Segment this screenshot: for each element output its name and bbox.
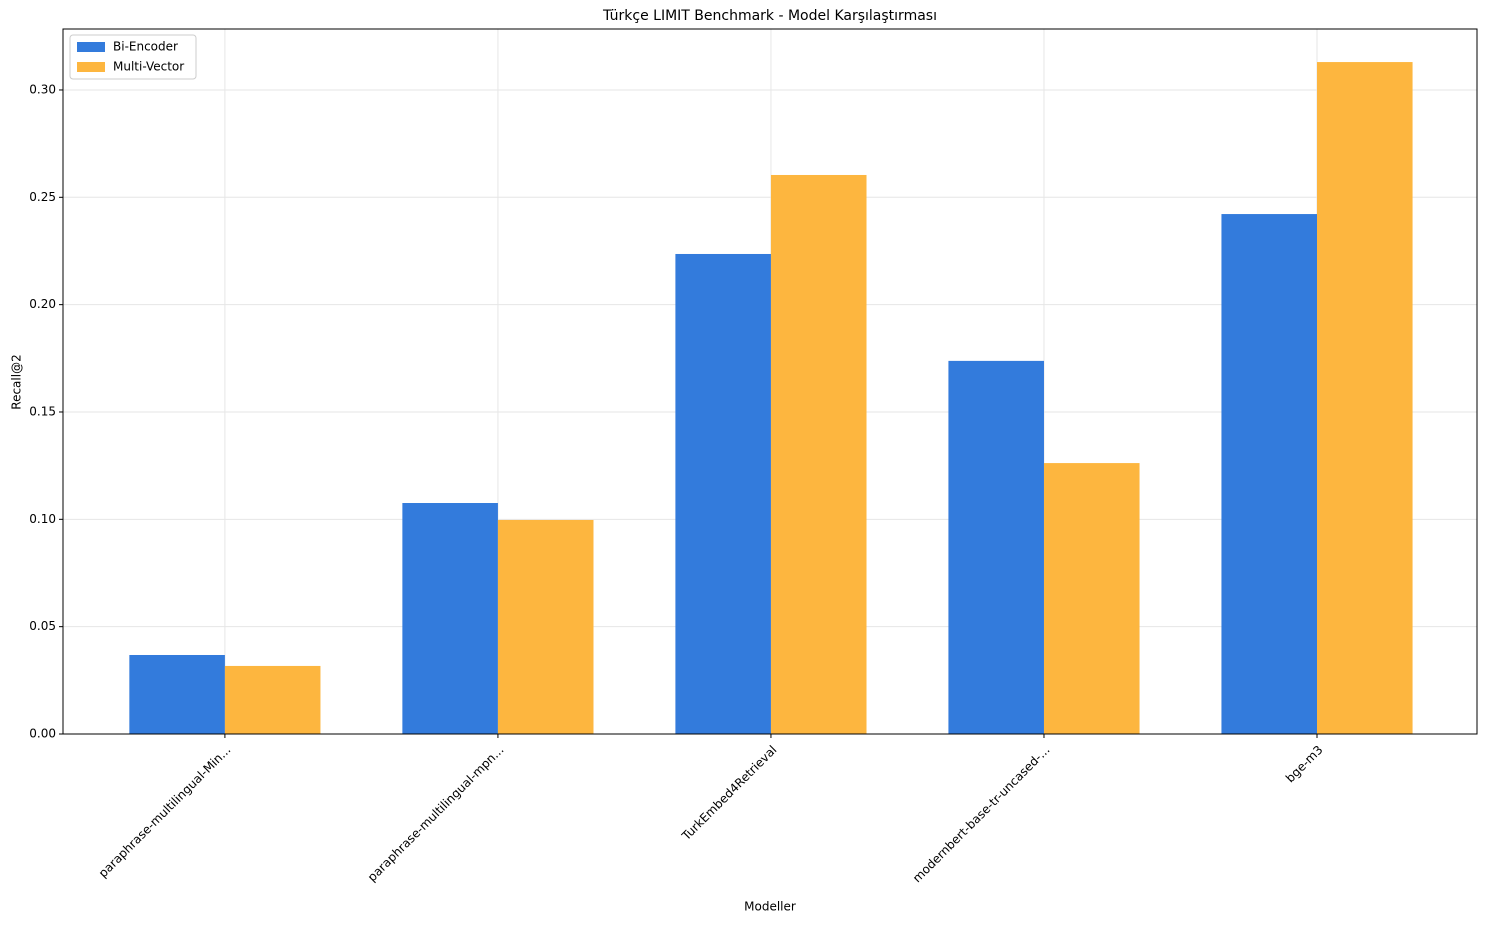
y-tick-label: 0.10: [29, 512, 56, 526]
x-tick-label: bge-m3: [1283, 743, 1326, 786]
legend: Bi-Encoder Multi-Vector: [69, 34, 197, 80]
legend-swatch: [77, 42, 105, 52]
bar: [948, 360, 1044, 734]
bar: [1317, 62, 1413, 734]
chart-title: Türkçe LIMIT Benchmark - Model Karşılaşt…: [602, 8, 937, 24]
plot-frame: [62, 28, 1478, 735]
bar: [129, 654, 225, 734]
y-tick-label: 0.25: [29, 190, 56, 204]
y-tick-label: 0.15: [29, 404, 56, 418]
bar: [224, 665, 321, 734]
legend-label: Bi-Encoder: [113, 40, 178, 54]
y-tick-label: 0.05: [29, 619, 56, 633]
x-tick-label: paraphrase-multilingual-mpn...: [365, 743, 507, 885]
y-tick-label: 0.30: [29, 82, 56, 96]
legend-swatch: [77, 62, 105, 72]
x-axis-label: Modeller: [744, 900, 796, 914]
legend-label: Multi-Vector: [113, 60, 184, 74]
bar: [402, 503, 498, 734]
bar: [770, 174, 867, 734]
y-tick-label: 0.00: [29, 727, 56, 741]
y-tick-label: 0.20: [29, 297, 56, 311]
bar: [497, 519, 594, 734]
bar: [1043, 463, 1140, 734]
x-tick-label: paraphrase-multilingual-Min...: [96, 743, 234, 881]
y-axis-label: Recall@2: [10, 354, 24, 409]
bar: [1221, 214, 1318, 735]
x-tick-label: modernbert-base-tr-uncased-...: [910, 743, 1053, 886]
bar: [675, 253, 771, 734]
x-tick-label: TurkEmbed4Retrieval: [679, 743, 780, 844]
